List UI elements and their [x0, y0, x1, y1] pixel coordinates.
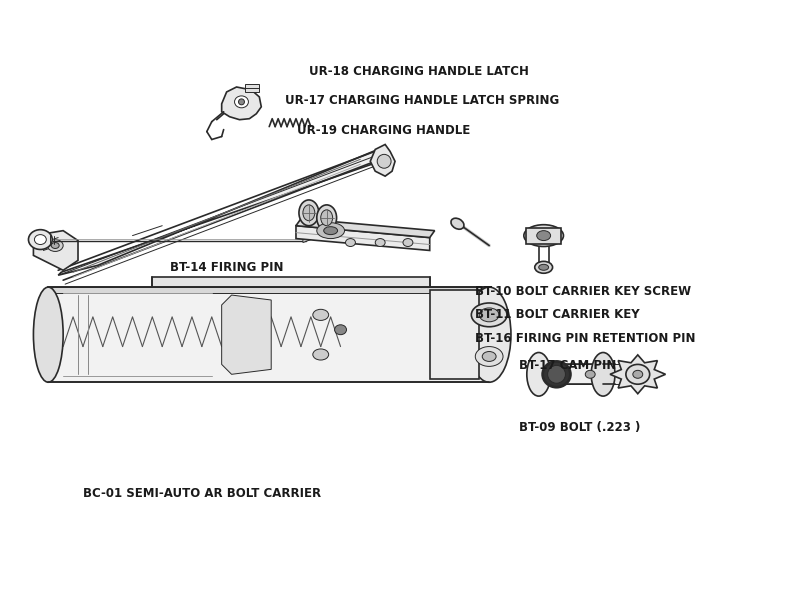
Ellipse shape — [534, 262, 553, 273]
Ellipse shape — [313, 349, 329, 360]
Ellipse shape — [403, 239, 413, 247]
Polygon shape — [222, 295, 271, 374]
Ellipse shape — [324, 227, 338, 235]
Ellipse shape — [317, 205, 337, 230]
Ellipse shape — [346, 239, 355, 247]
Ellipse shape — [317, 223, 345, 239]
Polygon shape — [296, 219, 434, 238]
Polygon shape — [152, 277, 430, 287]
Text: BT-14 FIRING PIN: BT-14 FIRING PIN — [170, 261, 284, 274]
Ellipse shape — [299, 200, 318, 226]
Text: BT-16 FIRING PIN RETENTION PIN: BT-16 FIRING PIN RETENTION PIN — [475, 332, 696, 345]
Polygon shape — [34, 230, 78, 270]
Ellipse shape — [303, 205, 314, 221]
Polygon shape — [430, 290, 479, 379]
Text: BT-10 BOLT CARRIER KEY SCREW: BT-10 BOLT CARRIER KEY SCREW — [475, 284, 691, 298]
Polygon shape — [370, 145, 395, 176]
Bar — [246, 84, 259, 92]
Polygon shape — [58, 146, 385, 275]
Text: BT-11 BOLT CARRIER KEY: BT-11 BOLT CARRIER KEY — [475, 308, 640, 322]
Polygon shape — [48, 287, 489, 382]
Ellipse shape — [527, 353, 550, 396]
Text: BC-01 SEMI-AUTO AR BOLT CARRIER: BC-01 SEMI-AUTO AR BOLT CARRIER — [83, 487, 321, 500]
Ellipse shape — [524, 225, 563, 247]
Ellipse shape — [538, 265, 549, 270]
Ellipse shape — [586, 370, 595, 378]
Ellipse shape — [51, 242, 59, 248]
Ellipse shape — [47, 239, 63, 251]
Ellipse shape — [29, 230, 52, 250]
Ellipse shape — [238, 99, 245, 105]
Text: UR-17 CHARGING HANDLE LATCH SPRING: UR-17 CHARGING HANDLE LATCH SPRING — [285, 94, 559, 107]
Polygon shape — [222, 87, 262, 119]
Ellipse shape — [467, 287, 511, 382]
Ellipse shape — [334, 325, 346, 335]
Ellipse shape — [234, 96, 249, 108]
Ellipse shape — [542, 361, 570, 387]
Bar — [538, 364, 603, 384]
Ellipse shape — [375, 239, 385, 247]
Polygon shape — [526, 227, 562, 244]
Ellipse shape — [321, 210, 333, 226]
Polygon shape — [48, 287, 489, 293]
Ellipse shape — [537, 230, 550, 241]
Ellipse shape — [451, 218, 464, 229]
Polygon shape — [296, 226, 430, 250]
Bar — [603, 364, 633, 384]
Polygon shape — [303, 236, 311, 242]
Ellipse shape — [626, 364, 650, 384]
Ellipse shape — [471, 303, 507, 327]
Text: BT-17 CAM PIN: BT-17 CAM PIN — [519, 359, 616, 372]
Ellipse shape — [548, 365, 566, 383]
Ellipse shape — [34, 287, 63, 382]
Ellipse shape — [591, 353, 615, 396]
Ellipse shape — [479, 308, 499, 322]
Ellipse shape — [313, 310, 329, 320]
Ellipse shape — [34, 235, 46, 245]
Text: BT-09 BOLT (.223 ): BT-09 BOLT (.223 ) — [519, 421, 640, 434]
Text: UR-19 CHARGING HANDLE: UR-19 CHARGING HANDLE — [297, 124, 470, 137]
Ellipse shape — [475, 347, 503, 367]
Ellipse shape — [633, 370, 642, 378]
Ellipse shape — [378, 154, 391, 168]
Ellipse shape — [482, 352, 496, 361]
Polygon shape — [610, 355, 666, 394]
Text: UR-18 CHARGING HANDLE LATCH: UR-18 CHARGING HANDLE LATCH — [309, 65, 529, 77]
